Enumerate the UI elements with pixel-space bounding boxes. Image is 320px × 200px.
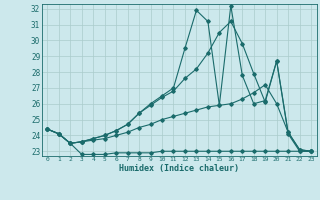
X-axis label: Humidex (Indice chaleur): Humidex (Indice chaleur) (119, 164, 239, 173)
